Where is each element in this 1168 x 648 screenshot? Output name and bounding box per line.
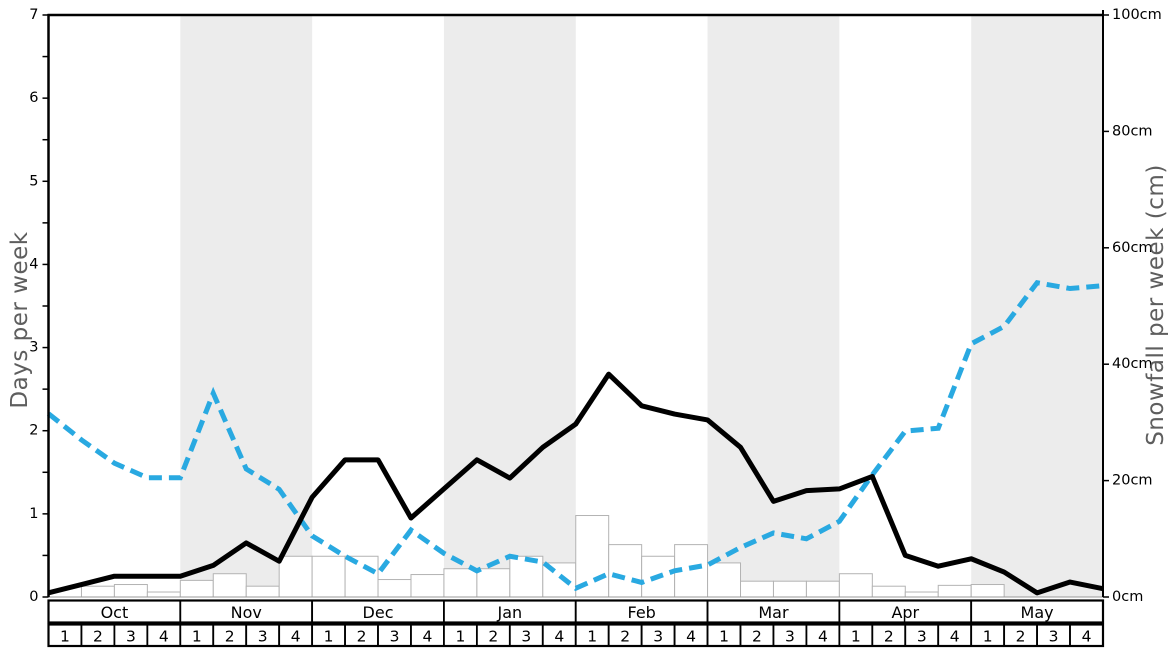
month-band-mar [707,15,840,597]
week-label: 4 [818,627,828,645]
history-bar [970,584,1005,598]
month-label: May [1021,603,1054,622]
week-label: 1 [455,627,465,645]
left-tick-label: 3 [29,340,38,356]
history-bar [80,585,115,598]
right-tick-label: 100cm [1112,7,1162,23]
history-bar [871,585,906,598]
week-label: 1 [192,627,202,645]
history-bar [476,568,511,598]
history-bar [344,555,379,598]
month-label: Apr [891,603,919,622]
month-label: Jan [497,603,523,622]
history-bar [740,580,774,598]
history-bar [113,584,148,598]
history-bar [278,555,313,598]
left-tick-label: 7 [29,7,38,23]
right-tick-label: 80cm [1112,123,1153,139]
month-row-border [47,599,1105,624]
month-label: Nov [231,603,262,622]
history-bar [838,573,873,598]
history-bar [179,579,214,598]
right-tick-label: 60cm [1112,240,1153,256]
week-label: 1 [324,627,334,645]
history-bar [410,574,445,598]
week-label: 4 [423,627,433,645]
week-label: 4 [159,627,169,645]
week-label: 2 [1016,627,1026,645]
history-bar [443,568,478,598]
left-tick-label: 1 [29,506,38,522]
history-bar [509,555,544,598]
week-label: 4 [554,627,564,645]
month-label: Mar [758,603,789,622]
right-axis-title: Snowfall per week (cm) [1143,164,1168,446]
week-label: 2 [620,627,630,645]
left-axis-title: Days per week [7,231,33,409]
week-label: 3 [521,627,531,645]
week-label: 3 [390,627,400,645]
week-label: 1 [60,627,70,645]
history-bar [245,585,280,598]
left-tick-label: 5 [29,173,38,189]
week-label: 4 [686,627,696,645]
history-bar [212,573,247,598]
history-bar [937,584,972,598]
month-label: Oct [101,603,129,622]
week-label: 3 [785,627,795,645]
history-bar [377,579,412,598]
left-tick-label: 6 [29,90,38,106]
week-label: 1 [983,627,993,645]
snowfall-line [46,279,1104,592]
days-line [47,371,1104,596]
week-label: 2 [225,627,235,645]
week-label: 1 [587,627,597,645]
week-label: 3 [1049,627,1059,645]
week-label: 4 [1082,627,1092,645]
history-bar [146,591,181,598]
week-label: 2 [357,627,367,645]
month-band-nov [180,15,313,597]
week-label: 4 [291,627,301,645]
history-bar [772,580,807,598]
month-band-jan [443,15,576,597]
history-bar [608,544,643,598]
month-label: Feb [627,603,655,622]
right-tick-label: 20cm [1112,473,1153,489]
left-tick-label: 2 [29,423,38,439]
week-label: 4 [950,627,960,645]
history-bar [311,555,346,598]
history-bar [904,591,939,598]
left-tick-label: 4 [29,256,38,272]
week-label: 3 [917,627,927,645]
week-label: 3 [126,627,136,645]
week-row-border [47,623,1105,648]
history-bar [805,580,840,598]
week-label: 2 [752,627,762,645]
left-tick-label: 0 [29,589,38,605]
week-label: 1 [719,627,729,645]
week-label: 2 [93,627,103,645]
month-band-may [971,15,1103,597]
week-label: 1 [851,627,861,645]
week-label: 2 [488,627,498,645]
week-label: 2 [884,627,894,645]
month-label: Dec [363,603,394,622]
history-bar [707,562,742,598]
week-label: 3 [653,627,663,645]
right-tick-label: 40cm [1112,356,1153,372]
right-tick-label: 0cm [1112,589,1143,605]
week-label: 3 [258,627,268,645]
